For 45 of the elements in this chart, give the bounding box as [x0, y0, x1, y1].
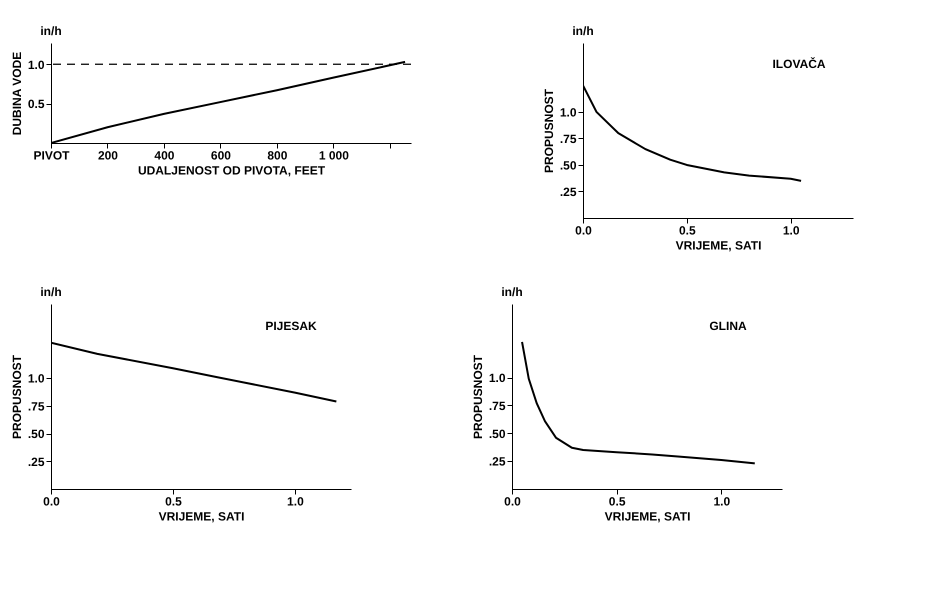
y-tick-label: .75	[560, 132, 577, 146]
y-tick-label: .75	[28, 399, 45, 414]
x-tick-label: 1 000	[318, 148, 350, 162]
y-tick-label: 1.0	[560, 105, 577, 120]
text: in/h	[572, 24, 594, 38]
y-axis-title: PROPUSNOST	[542, 88, 556, 174]
x-tick-label: 400	[154, 148, 175, 162]
text: in/h	[40, 285, 62, 299]
line-series	[521, 340, 756, 464]
y-axis-title: PROPUSNOST	[470, 354, 485, 440]
x-tick-label: 0.5	[679, 224, 696, 238]
y-tick-label: 0.5	[28, 97, 45, 112]
x-axis-title: VRIJEME, SATI	[604, 510, 690, 524]
x-tick-label: 1.0	[782, 224, 800, 238]
y-tick-label: .75	[488, 398, 506, 413]
x-tick-label: 1.0	[287, 494, 304, 508]
y-tick-label: 1.0	[28, 58, 45, 72]
x-tick-label: 200	[98, 148, 118, 162]
text: in/h	[501, 285, 523, 299]
x-tick-label: 1.0	[713, 494, 730, 508]
text: in/h	[40, 24, 62, 38]
annotation: GLINA	[709, 319, 747, 334]
x-tick-label: 0.0	[43, 494, 60, 508]
x-tick-label: 600	[210, 148, 232, 162]
y-tick-label: .50	[560, 158, 577, 172]
annotation: ILOVAČA	[772, 57, 826, 71]
x-axis-title: VRIJEME, SATI	[676, 238, 762, 252]
x-tick-label: 800	[267, 148, 288, 162]
y-tick-label: .25	[560, 184, 577, 199]
x-tick-label: 0.0	[504, 494, 522, 508]
y-tick-label: .50	[28, 427, 45, 442]
x-tick-label: 0.5	[165, 494, 182, 508]
x-tick-label: 0.5	[608, 494, 626, 508]
annotation: PIJESAK	[265, 319, 318, 334]
y-axis-title: PROPUSNOST	[10, 354, 24, 440]
x-tick-label: PIVOT	[33, 148, 70, 162]
y-tick-label: .25	[28, 454, 45, 469]
y-tick-label: 1.0	[488, 371, 506, 386]
x-axis-title: UDALJENOST OD PIVOTA, FEET	[138, 164, 326, 178]
x-tick-label: 0.0	[575, 224, 592, 238]
x-axis-title: VRIJEME, SATI	[158, 510, 244, 524]
y-tick-label: 1.0	[28, 372, 45, 386]
y-tick-label: .50	[488, 426, 506, 441]
y-axis-title: DUBINA VODE	[10, 52, 24, 136]
y-tick-label: .25	[488, 454, 506, 469]
